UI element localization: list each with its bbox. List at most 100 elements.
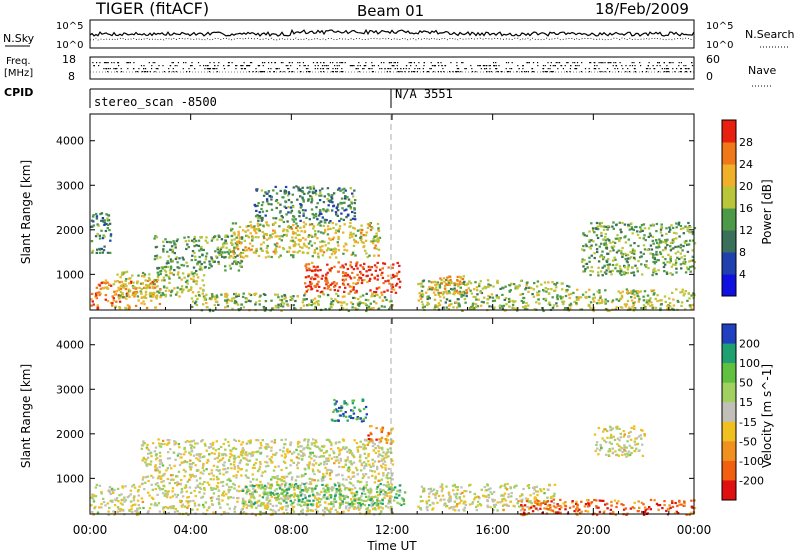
data-cell: [363, 262, 366, 265]
data-cell: [470, 307, 474, 310]
data-cell: [222, 473, 225, 476]
data-cell: [336, 209, 340, 212]
colorbar-tick-label: 8: [739, 246, 746, 259]
data-cell: [607, 225, 610, 228]
data-cell: [231, 307, 234, 310]
frequency-dot: [292, 71, 294, 73]
data-cell: [323, 506, 327, 509]
data-cell: [547, 281, 550, 284]
frequency-dot: [427, 71, 430, 73]
data-cell: [108, 491, 111, 494]
data-cell: [259, 480, 262, 483]
data-cell: [241, 489, 245, 492]
data-cell: [645, 299, 649, 302]
data-cell: [262, 241, 265, 244]
data-cell: [448, 299, 452, 302]
data-cell: [205, 301, 208, 305]
frequency-dot: [431, 65, 433, 67]
data-cell: [382, 489, 385, 492]
colorbar-segment: [722, 230, 736, 253]
data-cell: [491, 296, 495, 299]
data-cell: [259, 513, 262, 516]
data-cell: [630, 251, 634, 254]
data-cell: [99, 292, 102, 295]
data-cell: [313, 441, 316, 445]
data-cell: [270, 485, 274, 488]
data-cell: [281, 301, 284, 304]
data-cell: [567, 293, 571, 296]
data-cell: [362, 241, 365, 244]
frequency-dot: [455, 71, 457, 73]
data-cell: [208, 472, 211, 476]
data-cell: [564, 307, 567, 310]
data-cell: [314, 189, 318, 192]
data-cell: [200, 236, 203, 239]
data-cell: [247, 299, 251, 302]
data-cell: [489, 284, 492, 287]
data-cell: [216, 248, 219, 251]
data-cell: [316, 252, 320, 255]
data-cell: [179, 482, 182, 485]
data-cell: [187, 504, 190, 507]
data-cell: [286, 250, 289, 253]
data-cell: [363, 444, 366, 447]
data-cell: [102, 281, 106, 284]
data-cell: [601, 300, 604, 303]
data-cell: [270, 203, 273, 206]
data-cell: [373, 264, 377, 267]
data-cell: [315, 455, 318, 458]
data-cell: [378, 499, 381, 503]
data-cell: [633, 301, 636, 304]
data-cell: [336, 270, 340, 273]
data-cell: [241, 295, 245, 298]
data-cell: [355, 442, 359, 445]
frequency-dot: [341, 71, 343, 73]
data-cell: [671, 226, 675, 229]
data-cell: [191, 508, 194, 511]
frequency-dot: [205, 65, 207, 67]
data-cell: [422, 279, 426, 282]
data-cell: [217, 489, 221, 492]
data-cell: [660, 226, 663, 229]
data-cell: [218, 469, 221, 472]
frequency-dot: [307, 65, 309, 67]
frequency-dot: [506, 71, 508, 73]
data-cell: [682, 232, 685, 235]
data-cell: [351, 210, 354, 214]
frequency-dot: [423, 62, 425, 64]
data-cell: [533, 307, 536, 311]
data-cell: [351, 252, 355, 256]
frequency-dot: [269, 71, 271, 73]
data-cell: [324, 484, 328, 487]
frequency-dot: [397, 62, 399, 64]
data-cell: [177, 452, 180, 455]
data-cell: [621, 290, 624, 293]
data-cell: [391, 304, 394, 307]
data-cell: [681, 290, 684, 294]
frequency-dot: [306, 71, 308, 73]
data-cell: [224, 448, 227, 451]
data-cell: [332, 452, 336, 455]
data-cell: [659, 241, 663, 244]
data-cell: [255, 450, 258, 454]
data-cell: [279, 298, 282, 302]
data-cell: [191, 254, 194, 257]
data-cell: [508, 284, 511, 287]
data-cell: [345, 486, 348, 490]
frequency-dot: [670, 62, 672, 64]
data-cell: [328, 474, 332, 477]
data-cell: [209, 445, 212, 448]
data-cell: [291, 476, 294, 479]
data-cell: [352, 238, 356, 241]
frequency-dot: [335, 68, 337, 70]
data-cell: [330, 297, 333, 300]
frequency-dot: [609, 71, 611, 73]
data-cell: [252, 463, 256, 466]
data-cell: [190, 286, 193, 289]
data-cell: [307, 284, 310, 287]
frequency-dot: [647, 65, 649, 67]
data-cell: [651, 306, 654, 309]
data-cell: [275, 452, 278, 455]
frequency-dot: [154, 71, 156, 73]
data-cell: [361, 228, 364, 232]
